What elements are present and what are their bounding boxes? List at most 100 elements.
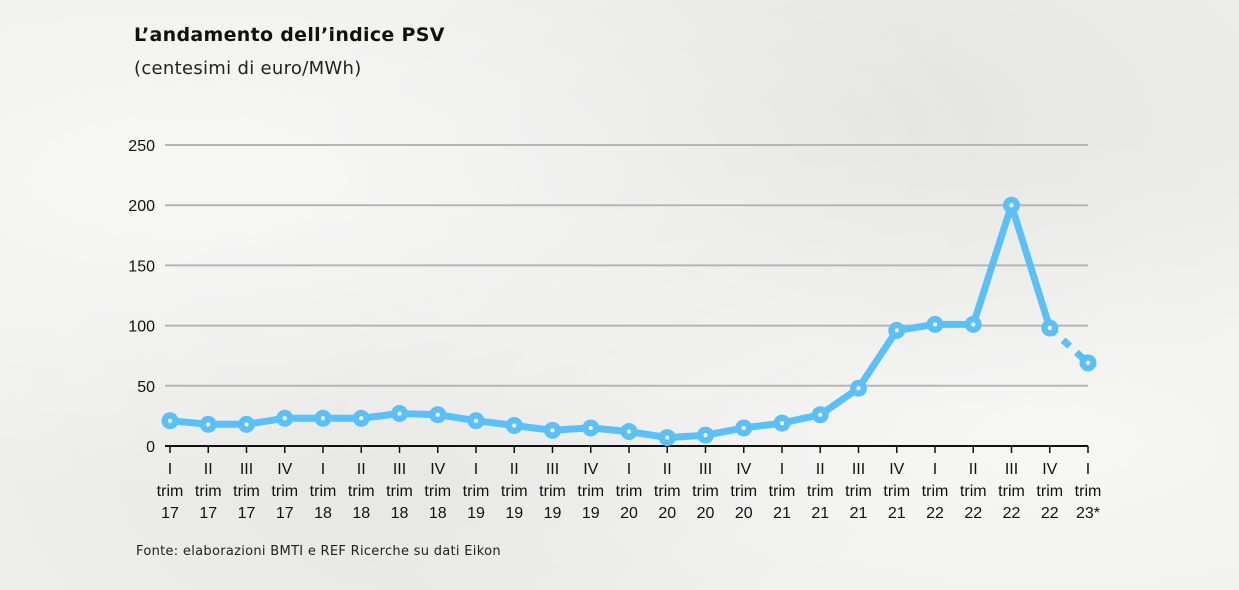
data-point-center: [474, 418, 478, 423]
data-point-center: [168, 418, 172, 423]
source-note: Fonte: elaborazioni BMTI e REF Ricerche …: [136, 544, 501, 559]
x-tick-label: IV: [736, 461, 751, 478]
data-point-center: [1047, 326, 1052, 331]
data-point-center: [741, 425, 746, 430]
x-tick-label: trim: [922, 483, 949, 500]
data-point-center: [1086, 360, 1090, 365]
x-tick-label: 20: [658, 505, 676, 522]
data-point-center: [856, 386, 861, 391]
x-tick-label: 18: [352, 505, 370, 522]
x-tick-label: I: [168, 461, 172, 478]
x-tick-label: III: [852, 461, 865, 478]
x-tick-label: III: [1005, 461, 1018, 478]
chart-title: L’andamento dell’indice PSV: [134, 24, 445, 46]
x-tick-label: III: [240, 461, 253, 478]
x-tick-label: trim: [539, 483, 566, 500]
x-tick-label: 22: [964, 505, 982, 522]
x-tick-label: 17: [199, 505, 217, 522]
x-tick-label: trim: [960, 483, 987, 500]
x-tick-label: IV: [1042, 461, 1057, 478]
x-tick-label: 17: [276, 505, 294, 522]
x-tick-label: II: [510, 461, 519, 478]
data-point-center: [588, 425, 593, 430]
y-tick-label: 100: [128, 319, 155, 336]
x-tick-label: trim: [233, 483, 260, 500]
x-tick-label: trim: [1075, 483, 1102, 500]
x-tick-label: 22: [926, 505, 944, 522]
data-point-center: [627, 429, 631, 434]
data-point-center: [665, 435, 670, 440]
x-tick-label: IV: [277, 461, 292, 478]
data-point-center: [703, 433, 708, 438]
data-point-center: [282, 416, 287, 421]
x-tick-label: II: [969, 461, 978, 478]
x-tick-label: 17: [238, 505, 256, 522]
x-tick-label: 21: [773, 505, 791, 522]
x-tick-label: trim: [271, 483, 298, 500]
gridlines: [165, 144, 1088, 387]
x-tick-label: 19: [544, 505, 562, 522]
chart-subtitle: (centesimi di euro/MWh): [134, 58, 362, 79]
series-points: [161, 196, 1097, 447]
x-tick-label: III: [546, 461, 559, 478]
x-tick-label: 22: [1041, 505, 1059, 522]
x-tick-label: trim: [386, 483, 413, 500]
x-tick-label: 17: [161, 505, 179, 522]
data-point-center: [359, 416, 364, 421]
x-tick-label: trim: [769, 483, 796, 500]
x-tick-label: trim: [424, 483, 451, 500]
x-tick-label: trim: [730, 483, 757, 500]
x-tick-label: 20: [620, 505, 638, 522]
x-tick-label: 19: [467, 505, 485, 522]
series-lines: [166, 201, 1091, 442]
x-tick-label: 18: [391, 505, 409, 522]
data-point-center: [321, 416, 325, 421]
x-tick-label: IV: [889, 461, 904, 478]
x-tick-label: trim: [883, 483, 910, 500]
data-point-center: [244, 422, 249, 427]
data-point-center: [780, 421, 784, 426]
x-tick-label: 23*: [1076, 505, 1100, 522]
x-tick-label: trim: [845, 483, 872, 500]
y-axis-ticks: 0 50 100 150 200 250: [128, 138, 155, 456]
y-tick-label: 0: [146, 439, 155, 456]
x-tick-label: 20: [735, 505, 753, 522]
x-axis-ticks: Itrim17IItrim17IIItrim17IVtrim17Itrim18I…: [157, 446, 1102, 522]
x-tick-label: trim: [654, 483, 681, 500]
x-tick-label: trim: [577, 483, 604, 500]
data-point-center: [512, 423, 517, 428]
x-tick-label: trim: [501, 483, 528, 500]
data-point-center: [435, 412, 440, 417]
x-tick-label: 21: [888, 505, 906, 522]
x-tick-label: 19: [582, 505, 600, 522]
series-line-solid: [166, 201, 1054, 442]
data-point-center: [933, 322, 937, 327]
x-tick-label: I: [627, 461, 631, 478]
x-tick-label: II: [357, 461, 366, 478]
y-tick-label: 250: [128, 138, 155, 155]
x-tick-label: I: [321, 461, 325, 478]
y-tick-label: 50: [137, 379, 155, 396]
y-tick-label: 200: [128, 198, 155, 215]
x-tick-label: 18: [314, 505, 332, 522]
x-tick-label: trim: [310, 483, 337, 500]
x-tick-label: trim: [348, 483, 375, 500]
x-tick-label: 20: [697, 505, 715, 522]
x-tick-label: 19: [505, 505, 523, 522]
x-tick-label: 21: [811, 505, 829, 522]
x-tick-label: trim: [463, 483, 490, 500]
x-tick-label: trim: [616, 483, 643, 500]
x-tick-label: IV: [430, 461, 445, 478]
x-tick-label: I: [1086, 461, 1090, 478]
x-tick-label: I: [780, 461, 784, 478]
x-tick-label: IV: [583, 461, 598, 478]
x-tick-label: 21: [850, 505, 868, 522]
x-tick-label: I: [474, 461, 478, 478]
x-tick-label: 18: [429, 505, 447, 522]
x-tick-label: I: [933, 461, 937, 478]
y-tick-label: 150: [128, 258, 155, 275]
data-point-center: [971, 322, 976, 327]
x-tick-label: II: [663, 461, 672, 478]
data-point-center: [397, 411, 402, 416]
